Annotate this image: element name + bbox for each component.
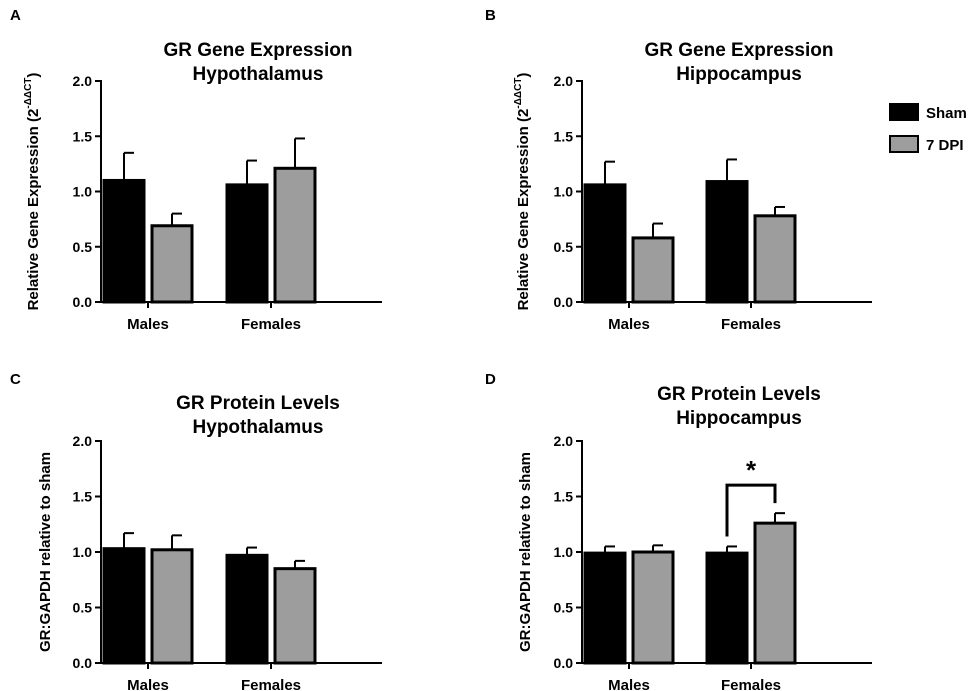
panel-d: D GR Protein Levels Hippocampus GR:GAPDH re…	[485, 371, 872, 691]
panel-c: C GR Protein Levels Hypothalamus GR:GAPDH r…	[10, 371, 382, 691]
panel-letter: D	[485, 371, 496, 388]
panel-letter: C	[10, 371, 21, 388]
bar-7-dpi-females	[273, 567, 317, 665]
bar-sham-males	[102, 178, 146, 304]
significance-star: *	[746, 455, 757, 485]
chart-title-line: Hippocampus	[676, 64, 802, 85]
y-tick-label: 1.5	[73, 128, 93, 144]
y-tick-label: 1.0	[554, 184, 574, 200]
bar-7-dpi-males	[150, 548, 194, 665]
chart-title-line: GR Protein Levels	[657, 384, 821, 405]
y-tick-label: 2.0	[554, 433, 574, 449]
y-tick-label: 1.0	[73, 184, 93, 200]
y-axis-label: Relative Gene Expression (2-ΔΔCT)	[513, 73, 532, 311]
bar-7-dpi-females	[273, 166, 317, 304]
bar-sham-females	[705, 551, 749, 665]
panel-letter: A	[10, 7, 21, 24]
y-tick-label: 0.5	[554, 600, 574, 616]
y-axis-label: GR:GAPDH relative to sham	[517, 452, 534, 652]
x-category-label: Males	[127, 677, 169, 691]
y-axis-label: GR:GAPDH relative to sham	[37, 452, 54, 652]
chart-title-line: Hypothalamus	[193, 417, 324, 438]
y-tick-label: 2.0	[73, 433, 93, 449]
legend-swatch-7-dpi	[889, 135, 919, 153]
y-tick-label: 1.0	[554, 544, 574, 560]
y-tick-label: 0.5	[554, 239, 574, 255]
panel-a: A GR Gene Expression Hypothalamus Relative …	[10, 7, 382, 333]
panel-letter: B	[485, 7, 496, 24]
x-category-label: Females	[241, 316, 301, 333]
bar-sham-males	[583, 183, 627, 304]
y-tick-label: 1.5	[554, 128, 574, 144]
legend-label: Sham	[926, 105, 967, 122]
y-tick-label: 0.5	[73, 600, 93, 616]
x-category-label: Females	[721, 316, 781, 333]
legend-swatch-sham	[889, 103, 919, 121]
bar-sham-males	[583, 551, 627, 665]
x-category-label: Males	[127, 316, 169, 333]
y-tick-label: 0.0	[554, 655, 574, 671]
bar-sham-females	[705, 180, 749, 304]
y-tick-label: 2.0	[73, 73, 93, 89]
x-category-label: Females	[241, 677, 301, 691]
y-axis-label: Relative Gene Expression (2-ΔΔCT)	[23, 73, 42, 311]
y-tick-label: 1.5	[73, 489, 93, 505]
chart-title-line: GR Gene Expression	[163, 40, 352, 61]
panel-b: B GR Gene Expression Hippocampus Relative G…	[485, 7, 872, 333]
y-tick-label: 0.0	[554, 294, 574, 310]
bar-sham-males	[102, 547, 146, 665]
bar-7-dpi-males	[631, 550, 675, 665]
bar-sham-females	[225, 553, 269, 665]
legend: Sham 7 DPI	[889, 103, 967, 154]
chart-title-line: Hippocampus	[676, 408, 802, 429]
y-tick-label: 2.0	[554, 73, 574, 89]
x-category-label: Males	[608, 316, 650, 333]
chart-title-line: Hypothalamus	[193, 64, 324, 85]
bar-7-dpi-females	[753, 214, 797, 304]
y-tick-label: 1.5	[554, 489, 574, 505]
significance-bracket	[725, 483, 777, 537]
y-tick-label: 0.5	[73, 239, 93, 255]
x-category-label: Females	[721, 677, 781, 691]
bar-7-dpi-males	[150, 224, 194, 304]
chart-title-line: GR Gene Expression	[644, 40, 833, 61]
y-tick-label: 0.0	[73, 655, 93, 671]
x-category-label: Males	[608, 677, 650, 691]
y-tick-label: 0.0	[73, 294, 93, 310]
legend-label: 7 DPI	[926, 137, 964, 154]
bar-7-dpi-females	[753, 521, 797, 665]
bar-sham-females	[225, 183, 269, 304]
y-tick-label: 1.0	[73, 544, 93, 560]
chart-title-line: GR Protein Levels	[176, 393, 340, 414]
bar-7-dpi-males	[631, 236, 675, 304]
